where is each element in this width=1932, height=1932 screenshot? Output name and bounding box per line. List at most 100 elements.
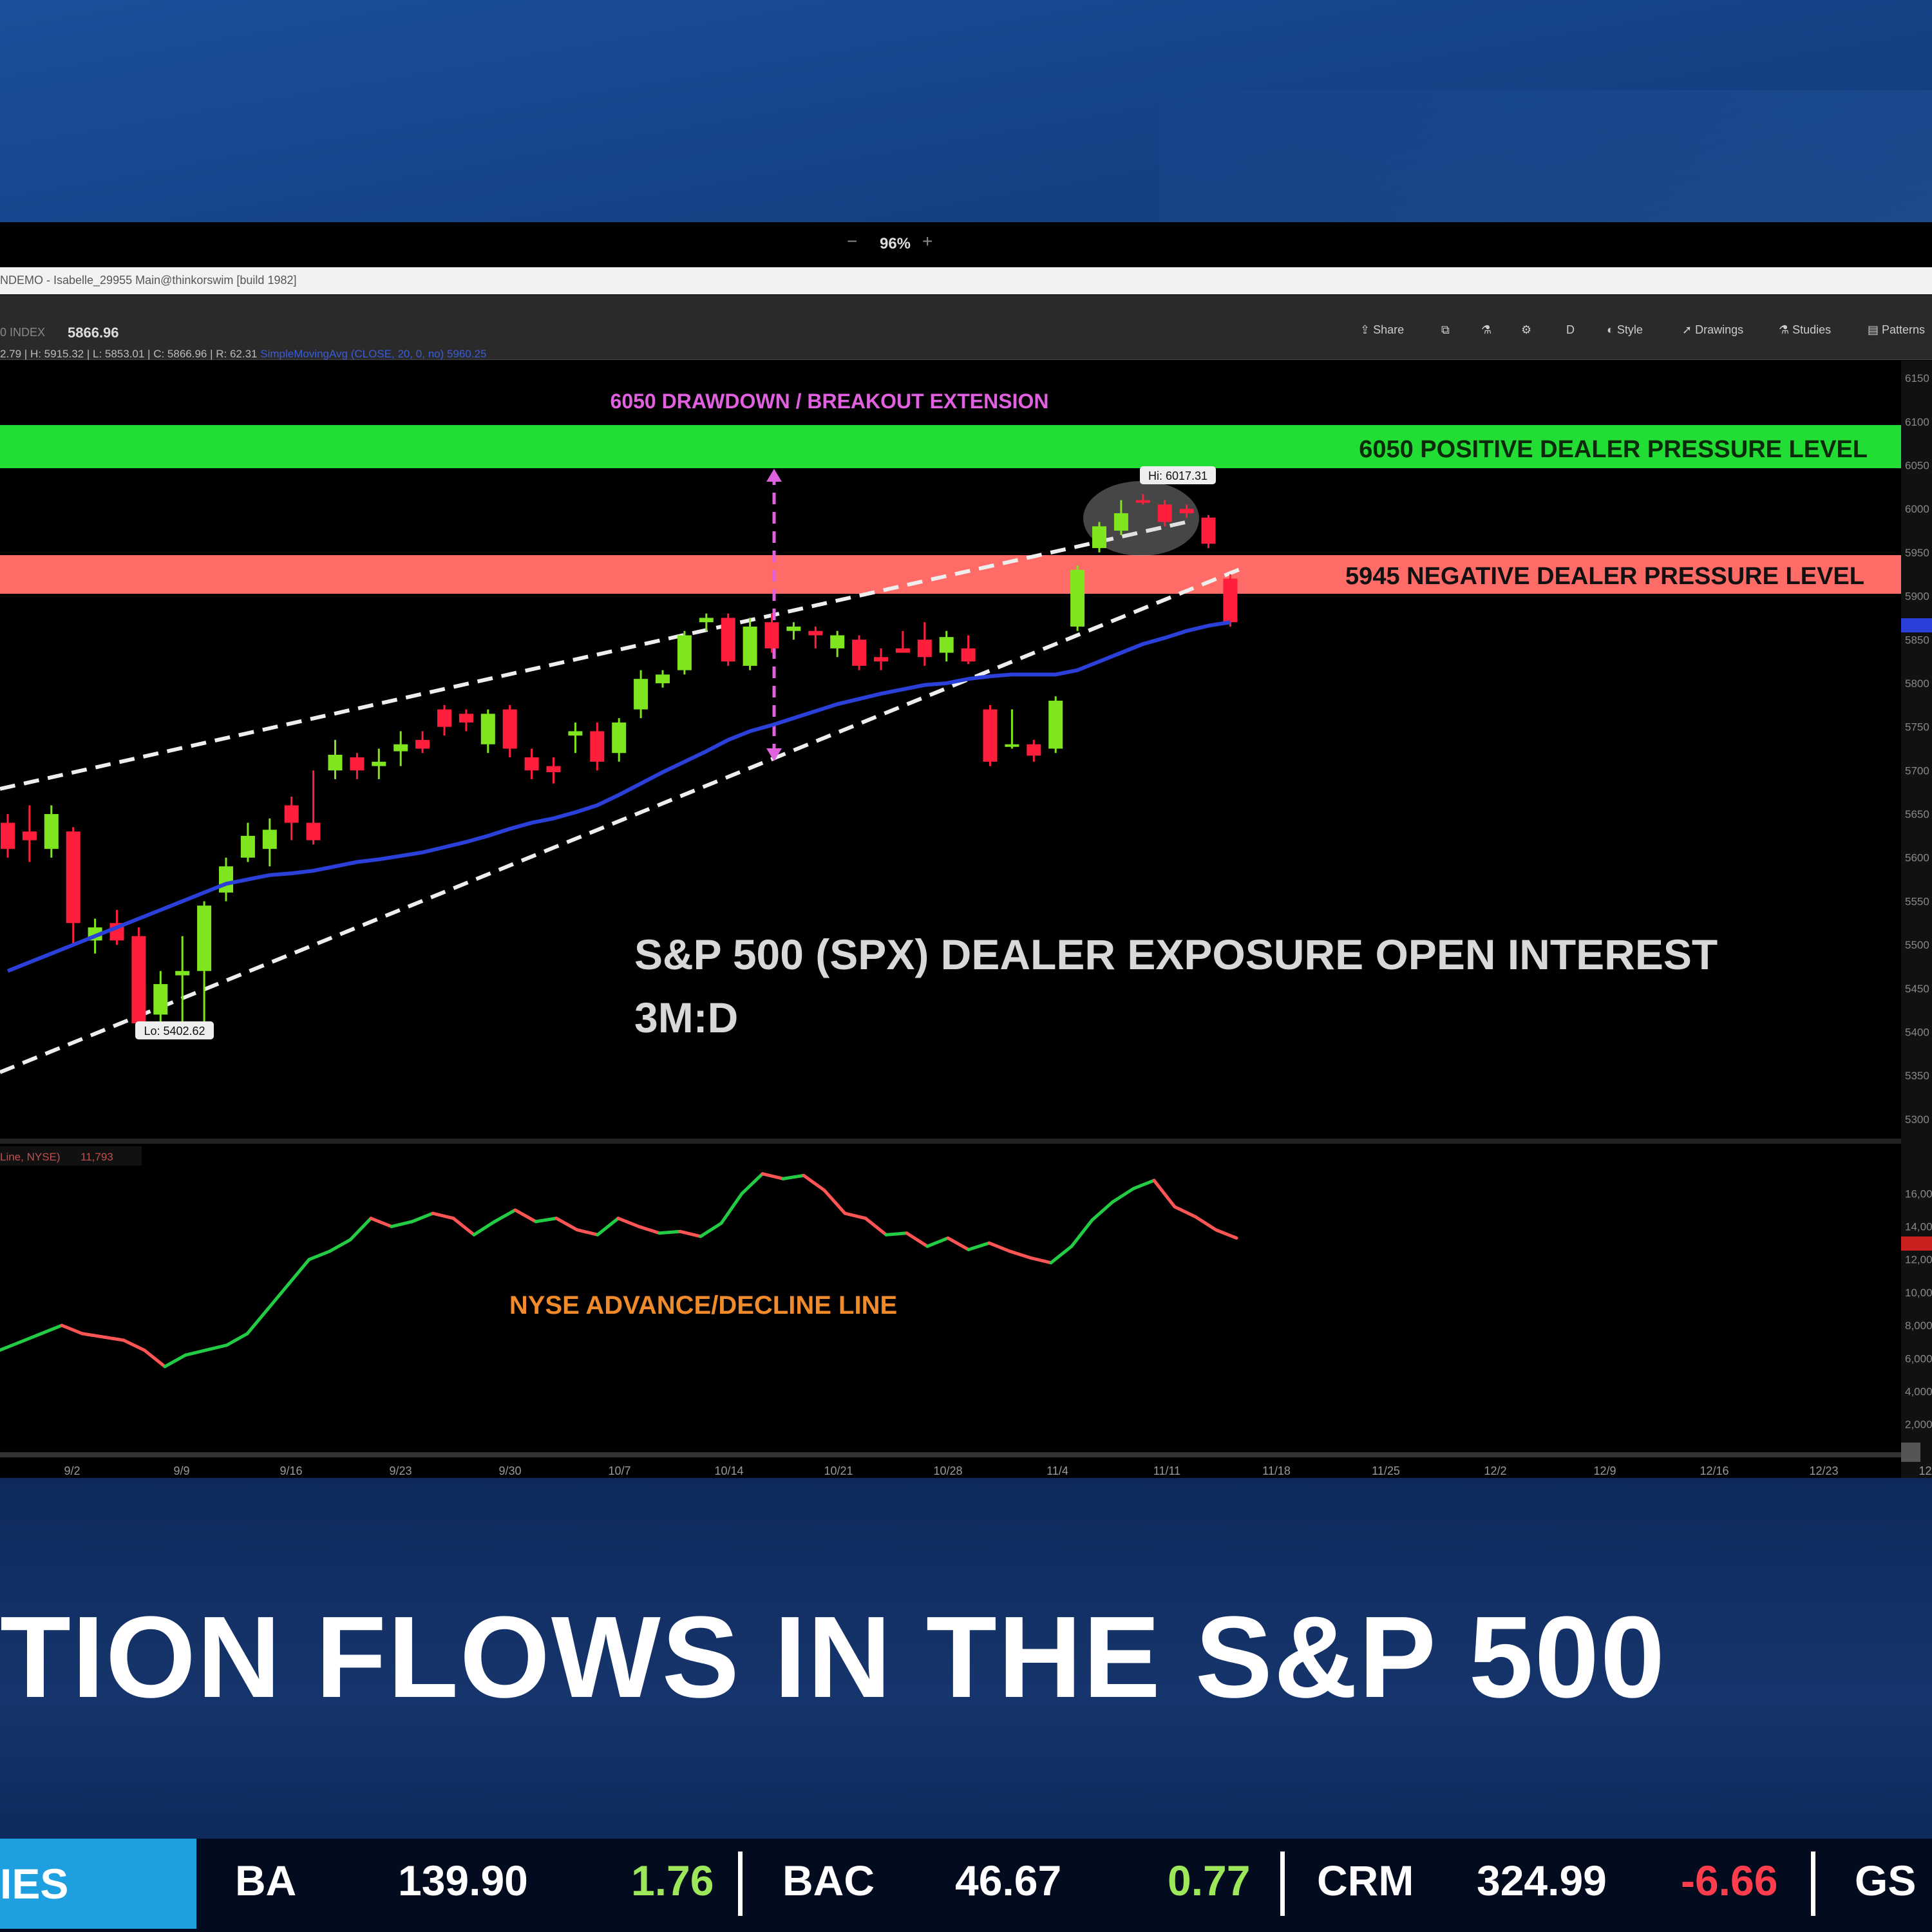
candle [1092,522,1106,553]
style-icon: ◐ [1607,323,1617,336]
ad-line-segment [184,1348,208,1357]
candle-body [502,709,517,749]
sma-study-label[interactable]: SimpleMovingAvg (CLOSE, 20, 0, no) [260,348,444,360]
candle-body [1,822,15,849]
ad-line-segment [1111,1187,1135,1204]
drawdown-arrow-head-down [766,748,782,761]
scroll-handle[interactable] [1901,1443,1920,1462]
candle [415,731,430,753]
zoom-bar: − 96% + [0,222,1932,267]
share-button[interactable]: ⇪ Share [1360,323,1405,336]
chart-toolbar: 0 INDEX 5866.96 ⇪ Share ⧉ ⚗ ⚙ D ◐ Style … [0,295,1932,360]
candle [656,670,670,688]
ad-line-segment [60,1323,84,1336]
d-button[interactable]: D [1566,323,1575,336]
ad-line-segment [0,1340,23,1352]
patterns-button[interactable]: ▤ Patterns [1868,323,1926,336]
candle-body [874,657,888,662]
price-tick-label: 5600 [1905,852,1929,864]
candle-body [699,618,714,623]
headline-text: TION FLOWS IN THE S&P 500 [0,1593,1667,1722]
date-tick-label: 9/9 [173,1464,189,1477]
candle-body [743,626,757,666]
ad-line-segment [987,1241,1012,1253]
date-tick-label: 10/7 [608,1464,630,1477]
ad-tick-label: 4,000 [1905,1385,1932,1397]
positive-level-band [0,425,1901,468]
candle [1027,739,1041,762]
candle [393,731,408,766]
candle [131,927,146,1032]
price-tick-label: 5350 [1905,1070,1929,1082]
ad-tick-labels: 16,000 14,000 12,000 10,000 8,000 6,000 4,000 2… [1905,1188,1932,1430]
candle [22,805,37,862]
date-tick-label: 11/11 [1153,1464,1180,1477]
style-button[interactable]: ◐ Style [1607,323,1643,336]
sma-current-marker [1901,618,1932,632]
negative-level-label: 5945 NEGATIVE DEALER PRESSURE LEVEL [1345,563,1864,590]
panel-divider[interactable] [0,1139,1901,1144]
ad-line-segment [534,1217,558,1224]
candle-body [1179,509,1194,513]
candle [612,718,627,762]
price-tick-label: 5300 [1905,1113,1929,1126]
candle-body [415,739,430,749]
candle-body [306,822,321,840]
drawings-button[interactable]: ➚ Drawings [1682,323,1744,336]
candle-body [197,905,212,971]
ad-line-segment [101,1335,126,1342]
candle [830,630,845,658]
symbol-label[interactable]: 0 INDEX [0,326,46,339]
positive-level-label: 6050 POSITIVE DEALER PRESSURE LEVEL [1359,436,1868,463]
gear-icon[interactable]: ⚙ [1521,323,1532,336]
price-tick-label: 5950 [1905,547,1929,559]
ad-tick-label: 12,000 [1905,1254,1932,1266]
date-tick-label: 10/28 [933,1464,962,1477]
candle-body [393,744,408,752]
candle-body [546,766,561,773]
zoom-level: 96% [879,235,911,252]
chart-canvas[interactable]: 6050 DRAWDOWN / BREAKOUT EXTENSION 6050 … [0,361,1932,1478]
candle [197,901,212,1023]
date-tick-label: 12/16 [1700,1464,1728,1477]
detach-icon[interactable]: ⧉ [1441,323,1450,336]
candle-body [350,757,365,771]
candle [284,796,299,840]
ad-line-segment [637,1225,661,1235]
ad-line-segment [472,1220,497,1236]
ad-line-label: NYSE ADVANCE/DECLINE LINE [509,1291,897,1320]
time-scrollbar[interactable] [0,1452,1901,1457]
ad-line-segment [864,1217,888,1236]
ad-line-segment [348,1217,373,1242]
patterns-icon: ▤ [1868,323,1882,336]
candle [895,630,910,653]
candle [983,705,998,766]
candle-body [480,714,495,744]
ticker-symbol-crm: CRM [1317,1857,1414,1904]
candle [1223,574,1238,627]
low-callout: Lo: 5402.62 [135,1021,214,1039]
candle [1,814,15,858]
price-tick-label: 6050 [1905,459,1929,471]
studies-button[interactable]: ⚗ Studies [1779,323,1832,336]
candle [44,805,59,858]
ticker-separator [1811,1852,1815,1916]
candle [502,705,517,758]
date-tick-label: 11/18 [1262,1464,1291,1477]
price-axis [1901,361,1932,1478]
ad-line-segment [1028,1256,1053,1265]
studies-icon: ⚗ [1779,323,1793,336]
ad-study-label[interactable]: Line, NYSE) [0,1151,61,1163]
ad-line-segment [513,1208,538,1224]
ad-line-segment [1132,1179,1156,1191]
ad-line-segment [658,1229,682,1235]
zoom-out-icon[interactable]: − [847,231,858,251]
candle-body [284,805,299,823]
ad-line-segment [307,1249,332,1262]
ad-line-segment [19,1332,43,1344]
price-tick-label: 5700 [1905,764,1929,777]
candle-body [524,757,539,771]
flask-icon[interactable]: ⚗ [1481,323,1492,336]
zoom-in-icon[interactable]: + [922,231,933,251]
date-tick-label: 12/30 [1918,1464,1932,1477]
